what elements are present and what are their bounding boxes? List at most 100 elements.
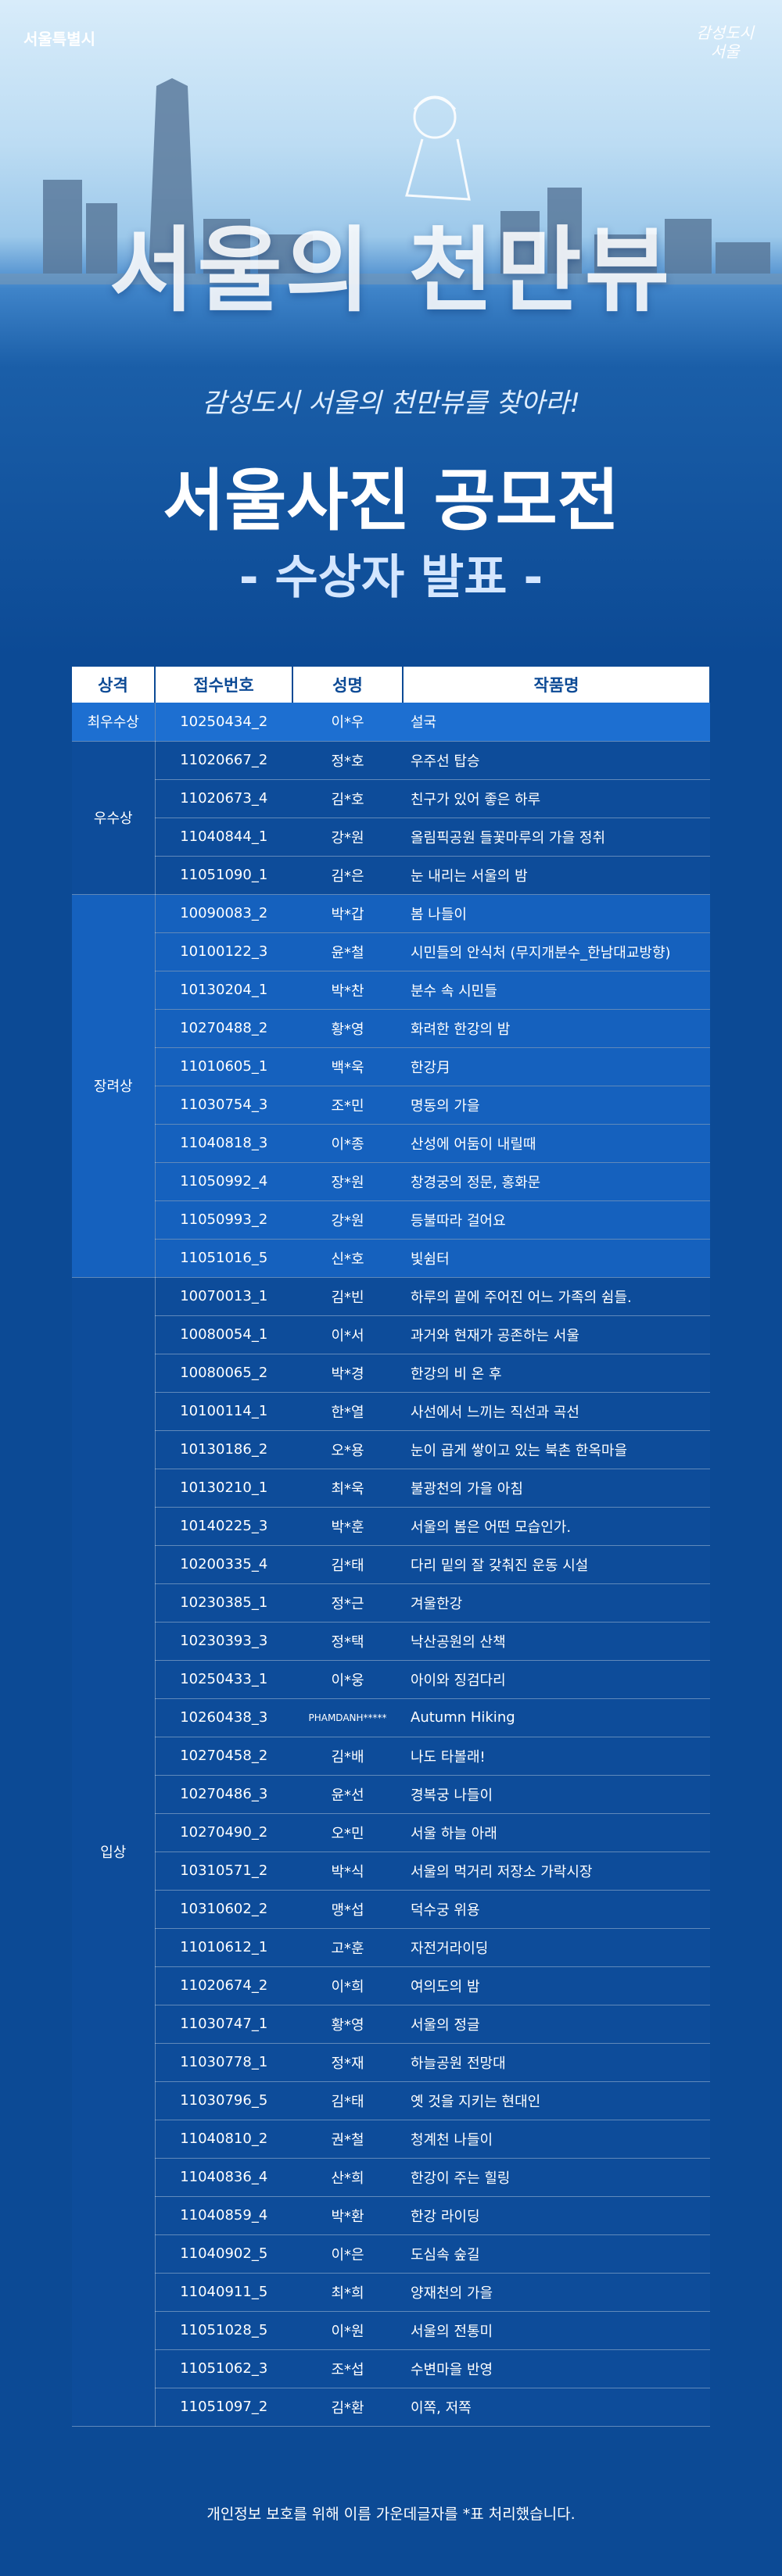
work-title: 과거와 현재가 공존하는 서울 — [403, 1315, 710, 1354]
work-title: 여의도의 밤 — [403, 1966, 710, 2005]
entry-number: 11051016_5 — [155, 1239, 292, 1278]
work-title: 자전거라이딩 — [403, 1928, 710, 1967]
work-title: 불광천의 가을 아침 — [403, 1469, 710, 1508]
table-row: 10270488_2 황*영 화려한 한강의 밤 — [72, 1009, 710, 1048]
column-header: 성명 — [292, 667, 404, 703]
corner-logo: 감성도시 서울 — [696, 23, 754, 61]
entry-number: 10270486_3 — [155, 1775, 292, 1814]
entry-number: 11020667_2 — [155, 741, 292, 780]
winner-name: 김*은 — [292, 856, 403, 895]
winner-name: 이*웅 — [292, 1660, 403, 1699]
winner-name: 박*식 — [292, 1852, 403, 1891]
winner-name: 정*택 — [292, 1622, 403, 1661]
work-title: 덕수궁 위용 — [403, 1890, 710, 1929]
work-title: 서울 하늘 아래 — [403, 1813, 710, 1852]
work-title: 창경궁의 정문, 홍화문 — [403, 1162, 710, 1201]
table-row: 10130204_1 박*찬 분수 속 시민들 — [72, 971, 710, 1010]
corner-logo-line: 서울 — [710, 42, 740, 61]
table-row: 10140225_3 박*훈 서울의 봄은 어떤 모습인가. — [72, 1507, 710, 1546]
work-title: 빛쉼터 — [403, 1239, 710, 1278]
hero-title: 서울의 천만뷰 — [109, 216, 673, 324]
winner-name: 박*경 — [292, 1354, 403, 1393]
entry-number: 11030754_3 — [155, 1086, 292, 1125]
table-row: 11051097_2 김*환 이쪽, 저쪽 — [72, 2388, 710, 2427]
winner-name: 한*열 — [292, 1392, 403, 1431]
table-row: 11030778_1 정*재 하늘공원 전망대 — [72, 2043, 710, 2082]
tagline: 감성도시 서울의 천만뷰를 찾아라! — [202, 388, 580, 419]
table-row: 10250433_1 이*웅 아이와 징검다리 — [72, 1660, 710, 1699]
winner-name: 최*욱 — [292, 1469, 403, 1508]
entry-number: 10090083_2 — [155, 894, 292, 933]
footnote: 개인정보 보호를 위해 이름 가운데글자를 *표 처리했습니다. — [206, 2506, 576, 2523]
table-row: 10270486_3 윤*선 경복궁 나들이 — [72, 1775, 710, 1814]
entry-number: 10270490_2 — [155, 1813, 292, 1852]
work-title: 하늘공원 전망대 — [403, 2043, 710, 2082]
work-title: 분수 속 시민들 — [403, 971, 710, 1010]
entry-number: 10080065_2 — [155, 1354, 292, 1393]
work-title: Autumn Hiking — [403, 1698, 710, 1737]
seoul-logo: 서울특별시 — [23, 30, 95, 48]
work-title: 한강 라이딩 — [403, 2196, 710, 2235]
work-title: 나도 타볼래! — [403, 1737, 710, 1776]
entry-number: 11051028_5 — [155, 2311, 292, 2350]
entry-number: 11040902_5 — [155, 2234, 292, 2274]
winner-name: 이*원 — [292, 2311, 403, 2350]
winner-name: 김*태 — [292, 1545, 403, 1584]
entry-number: 10080054_1 — [155, 1315, 292, 1354]
award-cell: 최우수상 — [72, 703, 156, 742]
winner-name: 황*영 — [292, 2005, 403, 2044]
table-row: 10270490_2 오*민 서울 하늘 아래 — [72, 1813, 710, 1852]
winner-name: 오*민 — [292, 1813, 403, 1852]
winner-name: 최*희 — [292, 2273, 403, 2312]
table-row: 11050992_4 장*원 창경궁의 정문, 홍화문 — [72, 1162, 710, 1201]
entry-number: 11040859_4 — [155, 2196, 292, 2235]
table-row: 10310602_2 맹*섭 덕수궁 위용 — [72, 1890, 710, 1929]
table-row: 11040836_4 산*희 한강이 주는 힐링 — [72, 2158, 710, 2197]
winner-name: 박*갑 — [292, 894, 403, 933]
award-cell: 입상 — [72, 1277, 156, 2427]
table-row: 11030796_5 김*태 옛 것을 지키는 현대인 — [72, 2081, 710, 2120]
work-title: 아이와 징검다리 — [403, 1660, 710, 1699]
table-row: 우수상 11020667_2 정*호 우주선 탑승 — [72, 741, 710, 895]
entry-number: 11051097_2 — [155, 2388, 292, 2427]
winner-name: 강*원 — [292, 1200, 403, 1240]
table-body: 최우수상 10250434_2 이*우 설국 우수상 11020667_2 정*호 우주선 탑… — [72, 703, 710, 2427]
entry-number: 11040844_1 — [155, 818, 292, 857]
winner-name: 김*태 — [292, 2081, 403, 2120]
table-row: 11040810_2 권*철 청계천 나들이 — [72, 2120, 710, 2159]
winner-name: 이*서 — [292, 1315, 403, 1354]
table-row: 11040818_3 이*종 산성에 어둠이 내릴때 — [72, 1124, 710, 1163]
winner-name: 정*재 — [292, 2043, 403, 2082]
table-row: 11020674_2 이*희 여의도의 밤 — [72, 1966, 710, 2005]
entry-number: 11051062_3 — [155, 2349, 292, 2388]
table-row: 10130186_2 오*용 눈이 곱게 쌓이고 있는 북촌 한옥마을 — [72, 1430, 710, 1469]
winner-name: 조*섭 — [292, 2349, 403, 2388]
table-row: 11020673_4 김*호 친구가 있어 좋은 하루 — [72, 779, 710, 818]
winner-name: 백*욱 — [292, 1047, 403, 1086]
winner-name: 김*호 — [292, 779, 403, 818]
hero-banner: 서울특별시 감성도시 서울 서울의 천만뷰 감성도시 서울의 천만뷰를 찾아라! … — [0, 0, 782, 657]
winner-name: 신*호 — [292, 1239, 403, 1278]
entry-number: 10130204_1 — [155, 971, 292, 1010]
work-title: 봄 나들이 — [403, 894, 710, 933]
work-title: 겨울한강 — [403, 1583, 710, 1623]
entry-number: 11040810_2 — [155, 2120, 292, 2159]
work-title: 올림픽공원 들꽃마루의 가을 정취 — [403, 818, 710, 857]
work-title: 다리 밑의 잘 갖춰진 운동 시설 — [403, 1545, 710, 1584]
work-title: 우주선 탑승 — [403, 741, 710, 780]
winner-name: 정*근 — [292, 1583, 403, 1623]
entry-number: 11040818_3 — [155, 1124, 292, 1163]
work-title: 낙산공원의 산책 — [403, 1622, 710, 1661]
entry-number: 10310571_2 — [155, 1852, 292, 1891]
work-title: 한강이 주는 힐링 — [403, 2158, 710, 2197]
work-title: 서울의 봄은 어떤 모습인가. — [403, 1507, 710, 1546]
subtitle: - 수상자 발표 - — [239, 550, 543, 605]
award-cell: 장려상 — [72, 894, 156, 1278]
winner-name: 이*우 — [292, 703, 403, 742]
table-row: 10130210_1 최*욱 불광천의 가을 아침 — [72, 1469, 710, 1508]
table-row: 11040844_1 강*원 올림픽공원 들꽃마루의 가을 정취 — [72, 818, 710, 857]
winner-name: 윤*선 — [292, 1775, 403, 1814]
table-row: 11051090_1 김*은 눈 내리는 서울의 밤 — [72, 856, 710, 895]
